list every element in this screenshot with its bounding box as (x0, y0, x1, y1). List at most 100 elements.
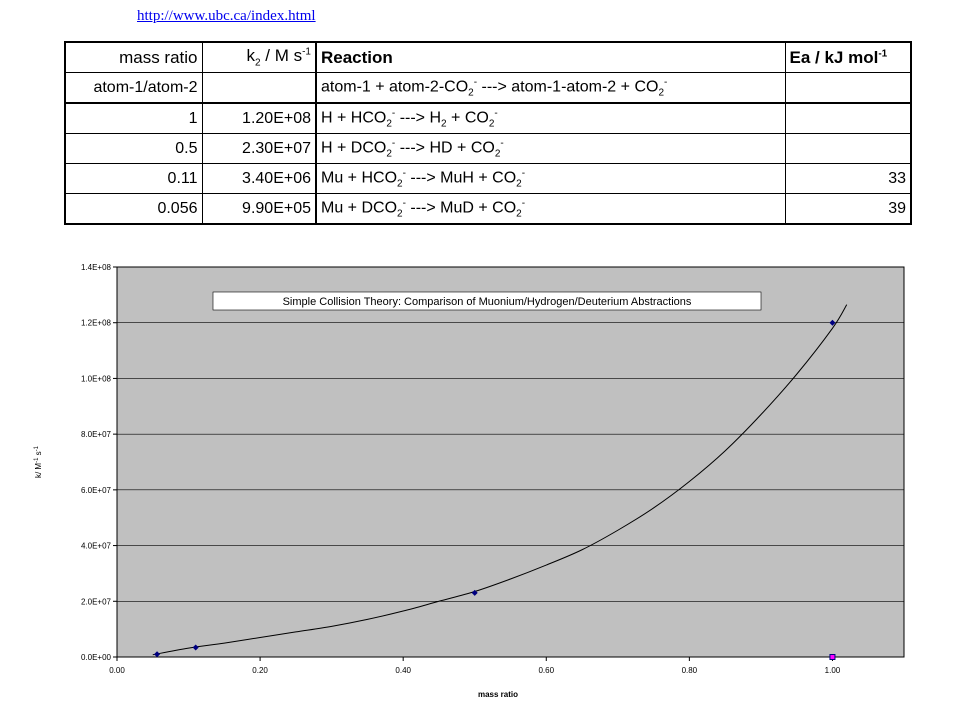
x-axis-label: mass ratio (478, 690, 518, 699)
cell-ea (784, 102, 912, 134)
cell-mass-ratio: 0.056 (64, 193, 203, 225)
subheader-reaction-text: ---> atom-1-atom-2 + CO (477, 78, 659, 96)
subheader-reaction-text: atom-1 + atom-2-CO (321, 78, 469, 96)
cell-reaction-text: H + HCO (321, 109, 387, 127)
y-tick-label: 6.0E+07 (81, 486, 112, 495)
cell-ea: 33 (784, 163, 912, 194)
cell-reaction-subscript: 2 (397, 178, 403, 190)
data-point-secondary (829, 654, 836, 660)
cell-reaction-subscript: 2 (441, 118, 447, 130)
y-axis-label-k: k/ M (34, 463, 43, 478)
cell-reaction-text: ---> HD + CO (395, 139, 495, 157)
data-point (192, 644, 199, 651)
cell-mass-ratio: 0.5 (64, 133, 203, 164)
header-k2-subscript: 2 (254, 57, 261, 69)
chart-title: Simple Collision Theory: Comparison of M… (283, 296, 692, 308)
cell-ea (784, 133, 912, 164)
y-axis-label-s: s (34, 451, 43, 457)
cell-k2: 9.90E+05 (201, 193, 317, 225)
x-tick-label: 0.00 (109, 666, 125, 675)
cell-k2: 1.20E+08 (201, 102, 317, 134)
cell-reaction: Mu + HCO2- ---> MuH + CO2- (315, 163, 786, 194)
table-row: 0.056 9.90E+05 Mu + DCO2- ---> MuD + CO2- 3… (64, 193, 912, 225)
cell-reaction: H + HCO2- ---> H2 + CO2- (315, 102, 786, 134)
cell-reaction: Mu + DCO2- ---> MuD + CO2- (315, 193, 786, 225)
data-point (154, 651, 161, 658)
subheader-reaction-subscript: 2 (468, 87, 474, 99)
cell-reaction-subscript: 2 (516, 208, 522, 220)
subheader-ea-empty (784, 72, 912, 104)
cell-reaction-subscript: 2 (397, 208, 403, 220)
x-tick-label: 0.60 (538, 666, 554, 675)
subheader-label: atom-1/atom-2 (64, 72, 203, 104)
x-axis-ticks: 0.00 0.20 0.40 0.60 0.80 1.00 (109, 657, 841, 675)
cell-mass-ratio: 0.11 (64, 163, 203, 194)
x-tick-label: 1.00 (825, 666, 841, 675)
table-row: 0.11 3.40E+06 Mu + HCO2- ---> MuH + CO2- 33 (64, 163, 912, 194)
cell-reaction-text: + CO (446, 109, 489, 127)
cell-reaction-superscript: - (402, 197, 406, 209)
y-tick-label: 1.0E+08 (81, 374, 112, 383)
cell-reaction-text: Mu + HCO (321, 169, 398, 187)
subheader-reaction-superscript: - (473, 76, 478, 88)
cell-ea: 39 (784, 193, 912, 225)
x-tick-label: 0.20 (252, 666, 268, 675)
y-tick-label: 1.4E+08 (81, 263, 112, 272)
header-ea-label: Ea / kJ mol (789, 47, 879, 67)
header-k2-superscript: -1 (302, 46, 311, 58)
cell-reaction-superscript: - (521, 167, 526, 179)
header-k2: k2 / M s-1 (201, 41, 317, 73)
cell-k2: 2.30E+07 (201, 133, 317, 164)
table-row: 0.5 2.30E+07 H + DCO2- ---> HD + CO2- (64, 133, 912, 164)
cell-reaction-superscript: - (391, 137, 396, 149)
url-link[interactable]: http://www.ubc.ca/index.html (137, 8, 316, 24)
y-tick-label: 4.0E+07 (81, 542, 112, 551)
cell-reaction-superscript: - (494, 107, 498, 119)
cell-reaction-subscript: 2 (488, 118, 495, 130)
x-tick-label: 0.80 (682, 666, 698, 675)
subheader-reaction-superscript: - (664, 76, 668, 88)
cell-reaction-text: ---> MuD + CO (405, 199, 517, 217)
data-point (471, 589, 478, 596)
gridlines (117, 322, 904, 602)
cell-reaction-subscript: 2 (494, 148, 501, 160)
plot-area (116, 266, 905, 658)
table-subheader-row: atom-1/atom-2 atom-1 + atom-2-CO2- ---> … (64, 72, 912, 104)
table-row: 1 1.20E+08 H + HCO2- ---> H2 + CO2- (64, 102, 912, 134)
y-axis-label-sup1: -1 (34, 457, 40, 463)
cell-reaction-subscript: 2 (386, 148, 392, 160)
cell-reaction-superscript: - (500, 137, 504, 149)
cell-mass-ratio: 1 (64, 102, 203, 134)
table-header-row: mass ratio k2 / M s-1 Reaction Ea / kJ m… (64, 41, 912, 73)
cell-reaction-text: Mu + DCO (321, 199, 398, 217)
y-axis-label-sup2: -1 (34, 445, 40, 451)
header-ea: Ea / kJ mol-1 (784, 41, 912, 73)
cell-reaction-text: ---> H (395, 109, 442, 127)
header-ea-superscript: -1 (878, 47, 888, 59)
cell-reaction-text: H + DCO (321, 139, 387, 157)
subheader-reaction: atom-1 + atom-2-CO2- ---> atom-1-atom-2 … (315, 72, 786, 104)
cell-reaction-superscript: - (402, 167, 406, 179)
chart: 0.0E+00 2.0E+07 4.0E+07 6.0E+07 8.0E+07 1.0E+… (34, 263, 905, 699)
header-k2-unit: / M s (260, 46, 303, 66)
data-point (829, 319, 836, 326)
cell-reaction-text: ---> MuH + CO (405, 169, 517, 187)
chart-title-box (212, 291, 762, 311)
x-tick-label: 0.40 (395, 666, 411, 675)
cell-reaction-subscript: 2 (386, 118, 392, 130)
y-tick-label: 1.2E+08 (81, 319, 112, 328)
y-tick-label: 2.0E+07 (81, 597, 112, 606)
cell-k2: 3.40E+06 (201, 163, 317, 194)
y-tick-label: 8.0E+07 (81, 430, 112, 439)
cell-reaction: H + DCO2- ---> HD + CO2- (315, 133, 786, 164)
data-table: mass ratio k2 / M s-1 Reaction Ea / kJ m… (64, 41, 912, 225)
subheader-reaction-subscript: 2 (658, 87, 664, 99)
y-axis-ticks: 0.0E+00 2.0E+07 4.0E+07 6.0E+07 8.0E+07 1.0E+… (81, 263, 117, 662)
y-axis-label: k/ M-1 s-1 (34, 445, 43, 478)
header-reaction: Reaction (315, 41, 786, 73)
subheader-k2-empty (201, 72, 317, 104)
cell-reaction-subscript: 2 (516, 178, 522, 190)
header-mass-ratio: mass ratio (64, 41, 203, 73)
data-points (154, 319, 836, 660)
cell-reaction-superscript: - (521, 197, 526, 209)
